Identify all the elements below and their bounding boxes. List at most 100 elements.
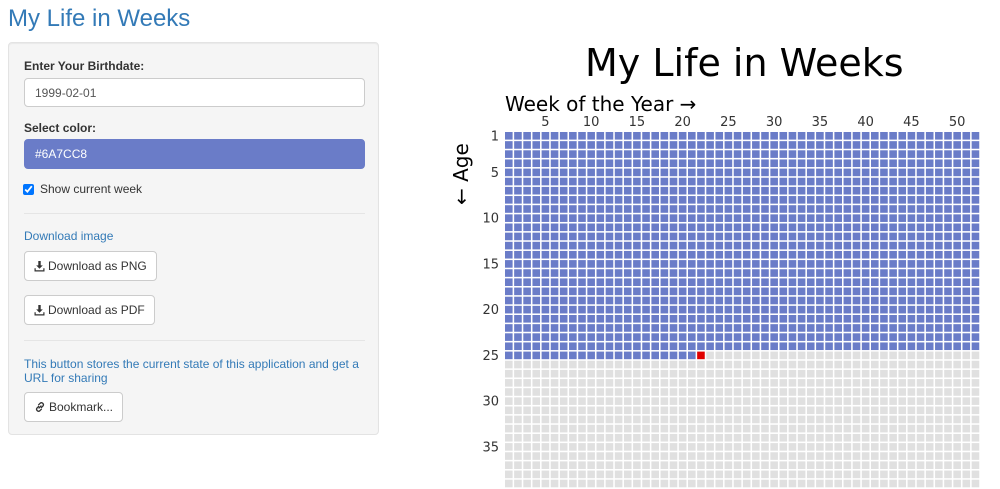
week-cell-future xyxy=(742,360,751,369)
week-cell-lived xyxy=(752,333,760,341)
bookmark-button[interactable]: Bookmark... xyxy=(24,392,124,422)
week-cell-future xyxy=(578,397,586,405)
week-cell-lived xyxy=(660,159,669,168)
week-cell-lived xyxy=(578,351,586,360)
week-cell-lived xyxy=(559,159,568,168)
week-cell-lived xyxy=(797,250,806,259)
week-cell-lived xyxy=(871,150,879,158)
week-cell-future xyxy=(505,443,513,451)
download-pdf-button[interactable]: Download as PDF xyxy=(24,295,155,325)
week-cell-lived xyxy=(614,232,623,241)
week-cell-lived xyxy=(834,132,842,140)
week-cell-lived xyxy=(587,132,595,140)
week-cell-future xyxy=(550,443,559,451)
week-cell-lived xyxy=(678,269,687,277)
week-cell-lived xyxy=(697,196,705,204)
week-cell-lived xyxy=(770,305,778,314)
week-cell-lived xyxy=(770,214,778,222)
week-cell-future xyxy=(688,424,696,433)
week-cell-lived xyxy=(569,168,577,177)
week-cell-lived xyxy=(614,223,623,232)
week-cell-future xyxy=(816,406,824,415)
week-cell-lived xyxy=(669,296,678,305)
week-cell-future xyxy=(623,379,632,387)
week-cell-future xyxy=(797,452,806,460)
week-cell-lived xyxy=(770,278,778,286)
week-cell-future xyxy=(505,406,513,415)
week-cell-future xyxy=(550,388,559,396)
week-cell-future xyxy=(861,424,870,433)
week-cell-future xyxy=(953,406,961,415)
week-cell-future xyxy=(880,461,888,469)
week-cell-future xyxy=(962,369,971,378)
week-cell-future xyxy=(944,379,952,387)
week-cell-lived xyxy=(788,141,797,149)
week-cell-lived xyxy=(925,305,934,314)
week-cell-lived xyxy=(788,168,797,177)
week-cell-future xyxy=(523,452,531,460)
week-cell-lived xyxy=(578,196,586,204)
week-cell-lived xyxy=(925,296,934,305)
week-cell-future xyxy=(788,369,797,378)
week-cell-lived xyxy=(971,241,980,250)
week-cell-lived xyxy=(944,177,952,186)
week-cell-lived xyxy=(880,324,888,332)
week-cell-lived xyxy=(669,324,678,332)
show-current-week-toggle[interactable]: Show current week xyxy=(23,181,142,197)
week-cell-future xyxy=(569,479,577,488)
week-cell-lived xyxy=(505,214,513,222)
week-cell-lived xyxy=(550,150,559,158)
week-cell-lived xyxy=(825,305,833,314)
week-cell-lived xyxy=(752,168,760,177)
week-cell-future xyxy=(797,369,806,378)
week-cell-lived xyxy=(761,150,769,158)
week-cell-lived xyxy=(587,269,595,277)
week-cell-future xyxy=(633,452,641,460)
download-png-button[interactable]: Download as PNG xyxy=(24,251,157,281)
week-cell-lived xyxy=(605,177,614,186)
week-cell-lived xyxy=(578,205,586,213)
week-cell-lived xyxy=(742,269,751,277)
week-cell-future xyxy=(925,443,934,451)
week-cell-future xyxy=(761,369,769,378)
week-cell-lived xyxy=(724,168,733,177)
week-cell-lived xyxy=(816,315,824,323)
color-picker-input[interactable] xyxy=(24,139,365,169)
week-cell-lived xyxy=(505,186,513,195)
week-cell-future xyxy=(697,397,705,405)
week-cell-lived xyxy=(733,214,742,222)
week-cell-future xyxy=(916,424,925,433)
week-cell-lived xyxy=(587,150,595,158)
week-cell-lived xyxy=(935,333,943,341)
week-cell-future xyxy=(944,470,952,479)
week-cell-lived xyxy=(651,351,659,360)
week-cell-lived xyxy=(550,351,559,360)
birthdate-input[interactable] xyxy=(24,78,365,107)
week-cell-future xyxy=(843,415,852,424)
show-current-week-checkbox[interactable] xyxy=(23,183,34,195)
week-cell-lived xyxy=(605,232,614,241)
week-cell-future xyxy=(706,470,714,479)
week-cell-lived xyxy=(669,186,678,195)
week-cell-future xyxy=(816,379,824,387)
week-cell-lived xyxy=(678,132,687,140)
week-cell-future xyxy=(596,379,605,387)
week-cell-lived xyxy=(633,250,641,259)
week-cell-lived xyxy=(623,168,632,177)
week-cell-lived xyxy=(587,333,595,341)
week-cell-lived xyxy=(614,296,623,305)
week-cell-lived xyxy=(806,196,815,204)
week-cell-lived xyxy=(505,150,513,158)
week-cell-lived xyxy=(916,287,925,296)
week-cell-future xyxy=(678,452,687,460)
week-cell-future xyxy=(953,379,961,387)
week-cell-future xyxy=(669,415,678,424)
week-cell-future xyxy=(742,452,751,460)
week-cell-future xyxy=(770,433,778,442)
week-cell-lived xyxy=(678,260,687,268)
week-cell-lived xyxy=(660,223,669,232)
week-cell-future xyxy=(925,369,934,378)
week-cell-lived xyxy=(541,141,550,149)
week-cell-lived xyxy=(770,315,778,323)
week-cell-future xyxy=(953,351,961,360)
